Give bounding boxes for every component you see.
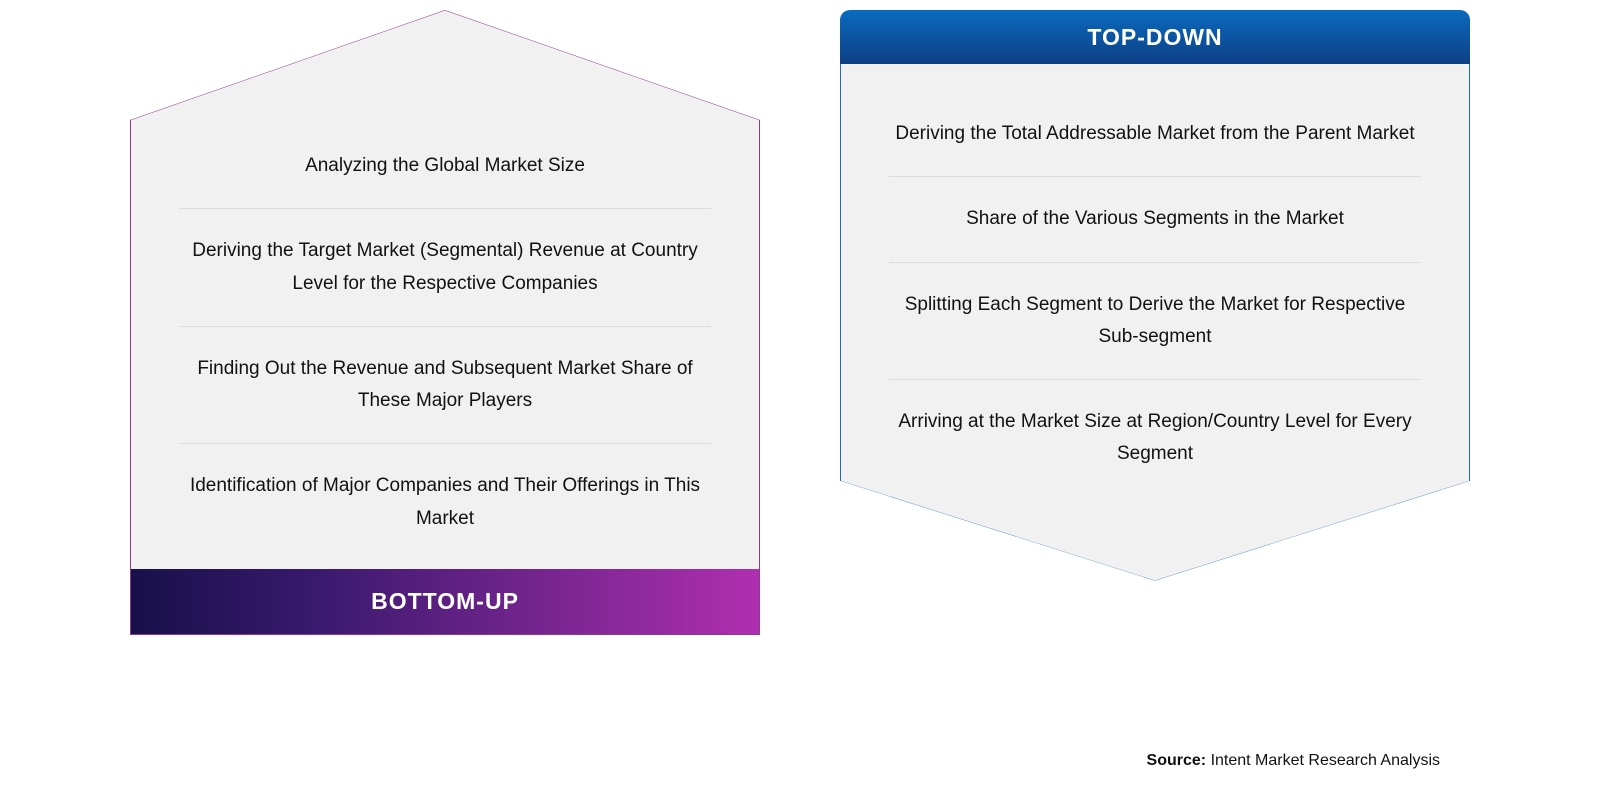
top-down-title-bar: TOP-DOWN — [840, 10, 1470, 64]
top-down-title: TOP-DOWN — [1087, 24, 1222, 51]
bottom-up-item: Analyzing the Global Market Size — [179, 144, 711, 208]
bottom-up-panel: Analyzing the Global Market Size Derivin… — [130, 10, 760, 635]
top-down-item: Arriving at the Market Size at Region/Co… — [889, 380, 1421, 481]
top-down-panel: TOP-DOWN Deriving the Total Addressable … — [840, 10, 1470, 635]
top-down-item: Deriving the Total Addressable Market fr… — [889, 92, 1421, 176]
source-label: Source: — [1147, 752, 1207, 769]
bottom-up-title-bar: BOTTOM-UP — [130, 569, 760, 635]
top-down-item: Splitting Each Segment to Derive the Mar… — [889, 263, 1421, 380]
bottom-up-body: Analyzing the Global Market Size Derivin… — [130, 120, 760, 569]
bottom-up-item: Identification of Major Companies and Th… — [179, 444, 711, 569]
bottom-up-item: Finding Out the Revenue and Subsequent M… — [179, 327, 711, 444]
top-down-body: Deriving the Total Addressable Market fr… — [840, 64, 1470, 481]
bottom-up-title: BOTTOM-UP — [371, 588, 519, 615]
source-attribution: Source: Intent Market Research Analysis — [1147, 752, 1440, 770]
source-text: Intent Market Research Analysis — [1211, 752, 1440, 769]
bottom-up-arrow-tip — [130, 10, 760, 120]
bottom-up-item: Deriving the Target Market (Segmental) R… — [179, 209, 711, 326]
top-down-arrow-tip — [840, 481, 1470, 581]
top-down-item: Share of the Various Segments in the Mar… — [889, 177, 1421, 261]
